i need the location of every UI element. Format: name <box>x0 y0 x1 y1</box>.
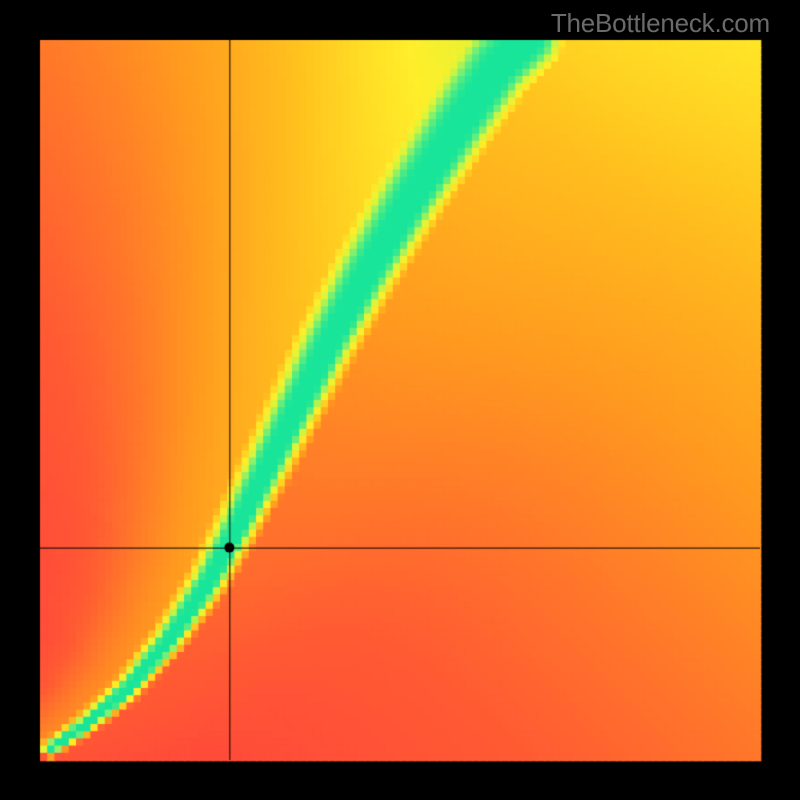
chart-container: TheBottleneck.com <box>0 0 800 800</box>
bottleneck-heatmap <box>0 0 800 800</box>
watermark-text: TheBottleneck.com <box>551 8 770 39</box>
